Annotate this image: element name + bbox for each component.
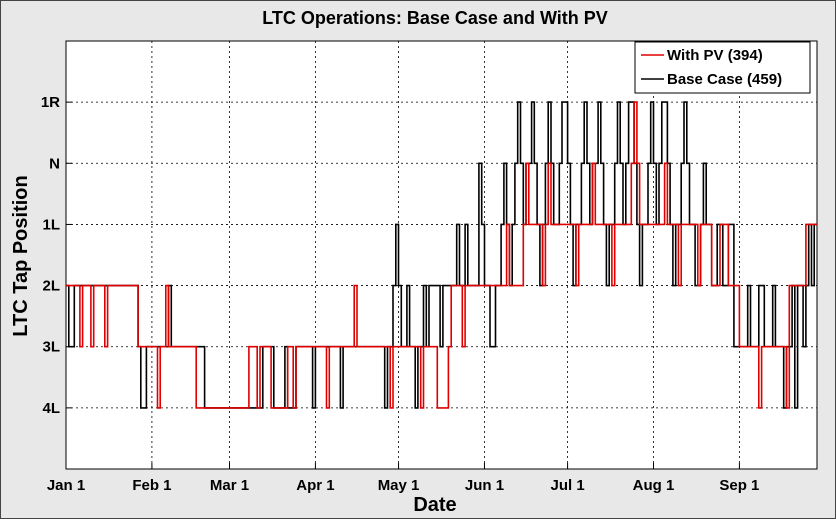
y-tick-label: 4L: [42, 400, 60, 417]
x-tick-label: Jan 1: [47, 477, 85, 494]
plot-area: [65, 40, 818, 470]
x-tick-label: Feb 1: [132, 477, 171, 494]
series-line-with-pv: [66, 101, 817, 409]
legend-box: [634, 41, 811, 94]
x-tick-label: May 1: [378, 477, 420, 494]
legend: With PV (394) Base Case (459): [634, 41, 811, 94]
y-axis-label: LTC Tap Position: [10, 175, 32, 336]
x-tick-label: Mar 1: [210, 477, 249, 494]
x-tick-label: Jul 1: [550, 477, 584, 494]
x-tick-label: Aug 1: [633, 477, 675, 494]
legend-label-with-pv: With PV (394): [667, 47, 763, 64]
chart-title: LTC Operations: Base Case and With PV: [262, 8, 608, 28]
x-tick-label: Sep 1: [719, 477, 759, 494]
y-tick-label: 2L: [42, 278, 60, 295]
legend-label-base-case: Base Case (459): [667, 71, 782, 88]
x-tick-label: Jun 1: [465, 477, 504, 494]
x-axis-label: Date: [413, 494, 456, 516]
x-tick-label: Apr 1: [296, 477, 334, 494]
y-tick-label: N: [49, 155, 60, 172]
y-tick-label: 1L: [42, 216, 60, 233]
y-tick-labels: 4L 3L 2L 1L N 1R: [41, 94, 60, 417]
x-tick-labels: Jan 1 Feb 1 Mar 1 Apr 1 May 1 Jun 1 Jul 1 Aug 1…: [47, 477, 760, 494]
series-layer: [66, 101, 817, 409]
y-tick-label: 1R: [41, 94, 60, 111]
y-tick-label: 3L: [42, 339, 60, 356]
